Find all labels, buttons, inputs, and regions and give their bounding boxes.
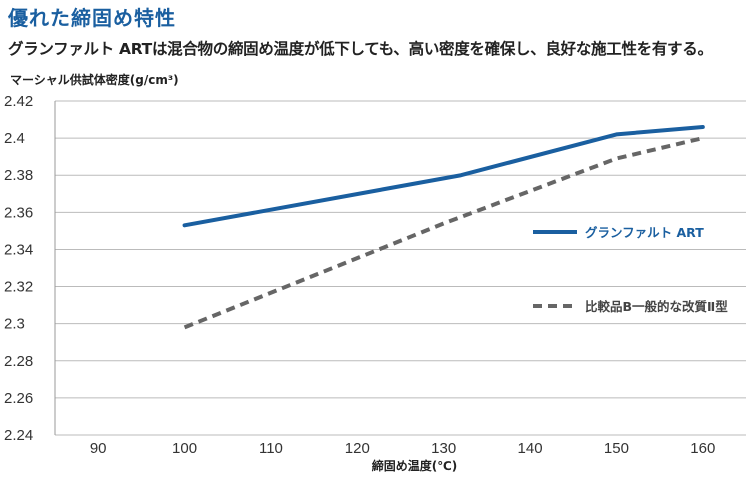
y-tick-label: 2.42	[4, 93, 33, 110]
x-tick-label: 110	[259, 440, 283, 457]
legend: グランファルト ART 比較品B一般的な改質Ⅱ型	[533, 225, 728, 314]
legend-label: 比較品B一般的な改質Ⅱ型	[585, 299, 728, 314]
y-tick-label: 2.34	[4, 241, 33, 258]
y-tick-label: 2.36	[4, 204, 33, 221]
y-tick-label: 2.3	[4, 316, 25, 333]
y-tick-label: 2.32	[4, 279, 33, 296]
x-tick-label: 120	[345, 440, 370, 457]
x-tick-label: 150	[604, 440, 629, 457]
page-title: 優れた締固め特性	[8, 6, 176, 30]
series-line-granfalt	[182, 124, 705, 228]
y-axis-label: マーシャル供試体密度(g/cm³)	[10, 73, 179, 87]
x-tick-label: 130	[431, 440, 456, 457]
x-tick-label: 90	[90, 440, 107, 457]
page-subtitle: グランファルト ARTは混合物の締固め温度が低下しても、高い密度を確保し、良好な…	[8, 40, 713, 58]
y-tick-label: 2.4	[4, 130, 25, 147]
series-lines	[182, 124, 705, 330]
x-tick-label: 140	[518, 440, 543, 457]
grid-lines	[54, 100, 746, 436]
y-tick-label: 2.26	[4, 390, 33, 407]
y-tick-labels: 2.42 2.4 2.38 2.36 2.34 2.32 2.3 2.28 2.26 2.24	[4, 93, 33, 444]
x-tick-label: 160	[690, 440, 715, 457]
y-tick-label: 2.24	[4, 427, 33, 444]
legend-label: グランファルト ART	[585, 225, 704, 240]
y-tick-label: 2.38	[4, 167, 33, 184]
x-axis-label: 締固め温度(℃)	[372, 458, 458, 473]
x-tick-label: 100	[172, 440, 197, 457]
x-tick-labels: 90 100 110 120 130 140 150 160	[90, 440, 715, 457]
y-tick-label: 2.28	[4, 353, 33, 370]
series-line-comparison	[183, 136, 704, 330]
